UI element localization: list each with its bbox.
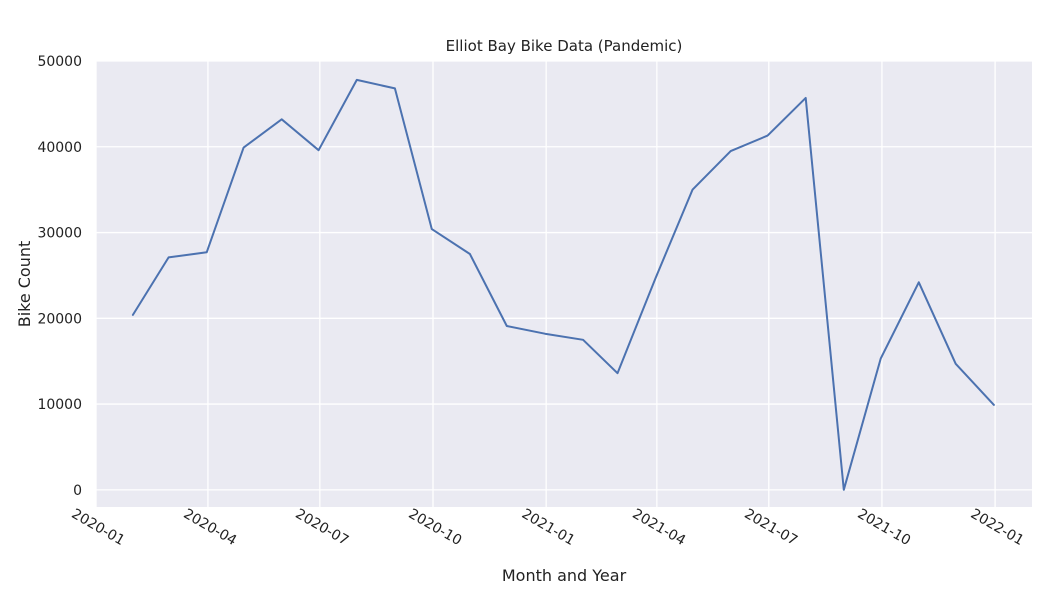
y-tick-label: 30000 [37, 226, 82, 242]
y-tick-label: 20000 [37, 311, 82, 327]
x-tick-label: 2020-10 [406, 506, 465, 549]
x-axis-label: Month and Year [502, 566, 627, 585]
chart-title: Elliot Bay Bike Data (Pandemic) [446, 37, 683, 55]
series-layer [131, 78, 995, 491]
x-tick-label: 2020-04 [181, 506, 240, 549]
x-tick-label: 2020-01 [69, 506, 128, 549]
grid-lines [95, 60, 1032, 507]
x-tick-label: 2021-10 [855, 506, 914, 549]
y-tick-label: 50000 [37, 54, 82, 70]
x-tick-label: 2021-07 [741, 506, 800, 549]
series-line [131, 78, 995, 491]
x-tick-label: 2021-04 [630, 506, 689, 549]
y-tick-label: 40000 [37, 140, 82, 156]
y-tick-label: 0 [73, 483, 82, 499]
y-axis-label: Bike Count [15, 241, 34, 328]
y-tick-label: 10000 [37, 397, 82, 413]
x-tick-label: 2020-07 [293, 506, 352, 549]
plot-area [96, 61, 1032, 507]
x-tick-label: 2022-01 [968, 506, 1027, 549]
x-tick-label: 2021-01 [519, 506, 578, 549]
